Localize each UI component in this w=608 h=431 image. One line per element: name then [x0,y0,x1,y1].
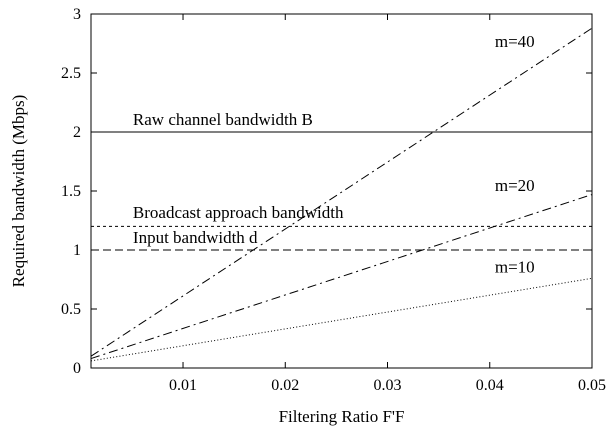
x-tick-label: 0.05 [578,377,606,394]
plot-frame [90,13,593,369]
series-line-m-40 [90,27,593,357]
y-tick-label: 2 [73,124,81,141]
series-group [90,27,593,362]
y-tick-label: 1 [73,242,81,259]
y-tick-label: 2.5 [61,65,81,82]
annotation-label: Broadcast approach bandwidth [133,203,344,222]
x-tick-label: 0.02 [271,377,299,394]
y-tick-label: 3 [73,6,81,23]
x-tick-label: 0.03 [374,377,402,394]
y-tick-label: 0 [73,360,81,377]
annotation-label: Input bandwidth d [133,228,258,247]
annotation-label: m=10 [495,257,535,276]
x-axis-ticks: 0.01 0.02 0.03 0.04 0.05 [169,14,606,394]
x-tick-label: 0.04 [476,377,504,394]
y-tick-label: 1.5 [61,183,81,200]
x-tick-label: 0.01 [169,377,197,394]
annotation-label: Raw channel bandwidth B [133,110,313,129]
annotation-group: m=40 m=20 m=10 Raw channel bandwidth B Broad… [133,32,535,276]
y-axis-title: Required bandwidth (Mbps) [9,95,28,288]
y-tick-label: 0.5 [61,301,81,318]
series-line-m-20 [90,194,593,360]
series-line-m-10 [90,277,593,362]
annotation-label: m=40 [495,32,535,51]
x-axis-title: Filtering Ratio F'F [279,407,405,426]
annotation-label: m=20 [495,176,535,195]
